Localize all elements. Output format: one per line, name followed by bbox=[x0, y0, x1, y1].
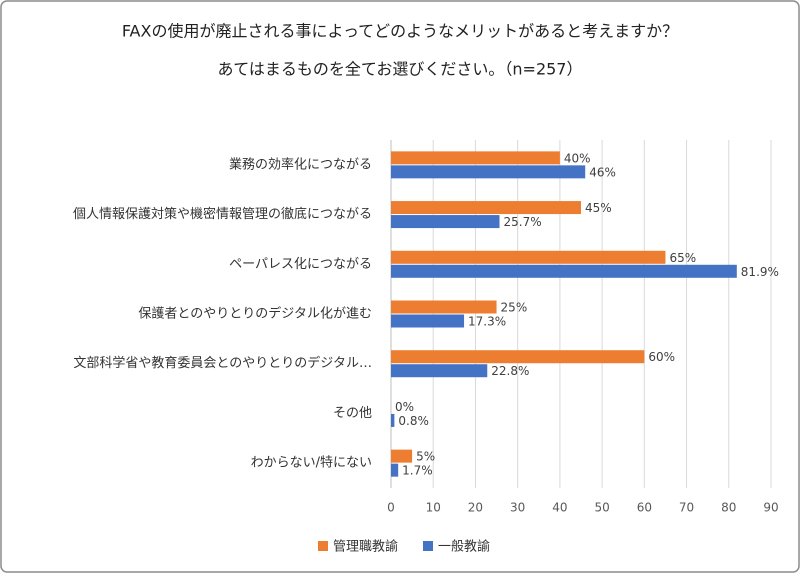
value-label: 25.7% bbox=[504, 215, 542, 229]
chart-title: あてはまるものを全てお選びください。（n=257） bbox=[218, 60, 583, 79]
y-tick-label: 文部科学省や教育委員会とのやりとりのデジタル… bbox=[73, 355, 372, 371]
value-label: 46% bbox=[589, 165, 616, 179]
bar bbox=[391, 449, 413, 463]
bar bbox=[391, 201, 581, 215]
bar bbox=[391, 264, 737, 278]
bar bbox=[391, 413, 395, 427]
legend-label: 一般教諭 bbox=[438, 539, 490, 555]
bar bbox=[391, 463, 399, 477]
x-tick-label: 40 bbox=[552, 501, 567, 515]
bar bbox=[391, 250, 666, 264]
value-label: 22.8% bbox=[491, 364, 529, 378]
x-tick-label: 0 bbox=[387, 501, 395, 515]
x-tick-label: 80 bbox=[721, 501, 736, 515]
value-label: 40% bbox=[564, 151, 591, 165]
value-label: 0% bbox=[395, 400, 414, 414]
x-tick-label: 60 bbox=[637, 501, 652, 515]
value-label: 65% bbox=[669, 251, 696, 265]
y-tick-label: 保護者とのやりとりのデジタル化が進む bbox=[138, 306, 372, 322]
y-tick-label: 個人情報保護対策や機密情報管理の徹底につながる bbox=[73, 206, 372, 222]
value-label: 25% bbox=[501, 301, 528, 315]
bar bbox=[391, 215, 500, 229]
x-tick-label: 20 bbox=[468, 501, 483, 515]
bar bbox=[391, 314, 465, 328]
x-tick-label: 90 bbox=[763, 501, 778, 515]
y-tick-label: その他 bbox=[333, 406, 372, 421]
value-label: 60% bbox=[648, 350, 675, 364]
x-tick-label: 10 bbox=[426, 501, 441, 515]
x-tick-label: 30 bbox=[510, 501, 525, 515]
y-tick-label: 業務の効率化につながる bbox=[229, 156, 372, 172]
legend-swatch bbox=[318, 541, 328, 551]
bar bbox=[391, 151, 560, 165]
bar bbox=[391, 364, 488, 378]
bar bbox=[391, 300, 497, 314]
legend-swatch bbox=[423, 541, 434, 551]
value-label: 45% bbox=[585, 201, 612, 215]
x-tick-label: 70 bbox=[679, 501, 694, 515]
value-label: 81.9% bbox=[741, 265, 779, 279]
x-tick-label: 50 bbox=[594, 501, 609, 515]
chart-title: FAXの使用が廃止される事によってどのようなメリットがあると考えますか？ bbox=[122, 22, 678, 41]
y-tick-label: ペーパレス化につながる bbox=[229, 257, 372, 272]
legend-label: 管理職教諭 bbox=[333, 539, 398, 555]
bar bbox=[391, 350, 645, 364]
y-tick-label: わからない/特にない bbox=[251, 456, 372, 471]
bar bbox=[391, 165, 586, 179]
value-label: 1.7% bbox=[402, 464, 433, 478]
value-label: 0.8% bbox=[398, 414, 429, 428]
value-label: 17.3% bbox=[468, 315, 506, 329]
value-label: 5% bbox=[416, 450, 435, 464]
